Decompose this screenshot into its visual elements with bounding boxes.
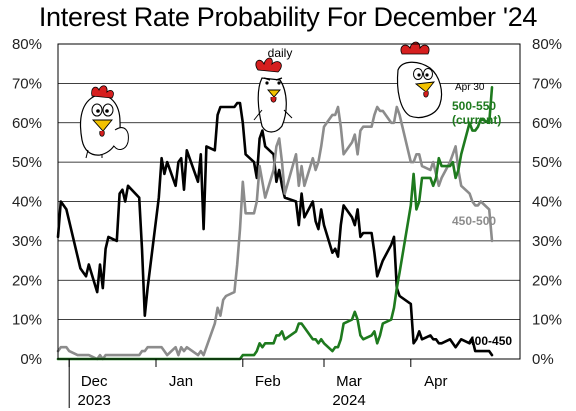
annotation-daily: daily: [268, 46, 293, 60]
y-tick-label-right: 70%: [532, 75, 562, 92]
x-month-label: Dec: [81, 373, 108, 390]
y-tick-label-left: 70%: [12, 75, 42, 92]
chicken-cartoon-icon: [79, 85, 129, 159]
y-tick-label-left: 40%: [12, 194, 42, 211]
series-label-line: 500-550: [452, 99, 496, 113]
series-label: 450-500: [452, 214, 496, 228]
series-label-line: (current): [452, 113, 501, 127]
gridlines: [58, 43, 520, 360]
series-label: 400-450: [468, 334, 512, 348]
y-tick-label-right: 40%: [532, 194, 562, 211]
y-tick-label-right: 80%: [532, 36, 562, 53]
y-tick-label-left: 10%: [12, 312, 42, 329]
y-tick-label-right: 60%: [532, 115, 562, 132]
series-line: [56, 101, 494, 357]
x-month-label: Jan: [169, 373, 193, 390]
x-year-label: 2023: [78, 392, 111, 409]
y-tick-label-left: 80%: [12, 36, 42, 53]
annotation-last-date: Apr 30: [455, 82, 485, 93]
y-tick-label-right: 50%: [532, 154, 562, 171]
y-tick-label-left: 20%: [12, 272, 42, 289]
y-tick-label-right: 0%: [532, 351, 554, 368]
y-tick-label-right: 10%: [532, 312, 562, 329]
chicken-cartoon-icon: [253, 57, 293, 133]
labels: 0% 0% 10% 10% 20% 20% 30% 30% 40% 40% 50% 50% 60% 60%…: [12, 36, 562, 409]
y-tick-label-left: 60%: [12, 115, 42, 132]
axes: [57, 43, 521, 408]
series-label: 500-550 (current): [452, 99, 501, 127]
series-line: [56, 105, 494, 361]
y-tick-label-right: 30%: [532, 233, 562, 250]
series-line: [56, 86, 494, 361]
x-month-label: Apr: [424, 373, 447, 390]
chart-title: Interest Rate Probability For December '…: [38, 2, 538, 32]
x-year-label: 2024: [332, 392, 365, 409]
y-tick-label-left: 50%: [12, 154, 42, 171]
x-month-label: Feb: [255, 373, 281, 390]
y-tick-label-left: 30%: [12, 233, 42, 250]
y-tick-label-left: 0%: [20, 351, 42, 368]
chicken-illustrations: [79, 41, 443, 159]
series-label-line: 450-500: [452, 214, 496, 228]
y-tick-label-right: 20%: [532, 272, 562, 289]
series-label-line: 400-450: [468, 334, 512, 348]
series-lines: [56, 86, 494, 361]
chicken-cartoon-icon: [396, 41, 443, 119]
x-month-label: Mar: [336, 373, 362, 390]
plot-frame: [57, 43, 521, 360]
